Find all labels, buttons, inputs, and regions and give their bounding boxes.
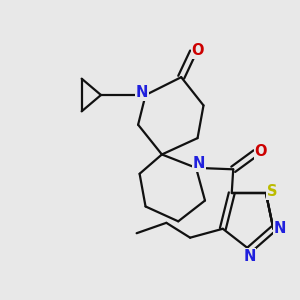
Text: N: N: [193, 156, 205, 171]
Text: O: O: [255, 144, 267, 159]
Text: O: O: [191, 43, 204, 58]
Text: S: S: [267, 184, 278, 199]
Text: N: N: [136, 85, 148, 100]
Text: N: N: [274, 221, 286, 236]
Text: N: N: [243, 249, 256, 264]
